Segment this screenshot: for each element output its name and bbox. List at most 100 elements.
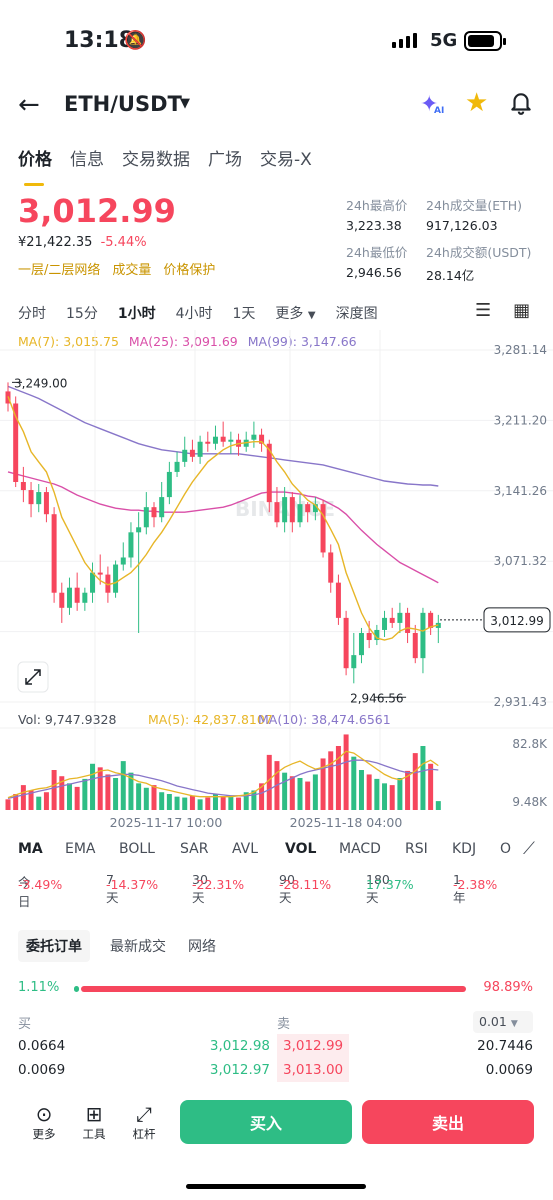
tab-order-book[interactable]: 委托订单	[18, 930, 90, 962]
tab-info[interactable]: 信息	[70, 150, 104, 170]
volume-bar	[343, 734, 349, 810]
interval-timeline[interactable]: 分时	[18, 306, 46, 322]
price-change: -5.44%	[100, 235, 147, 250]
candle	[90, 572, 96, 593]
candle	[251, 434, 257, 440]
candle	[66, 587, 72, 608]
ind-boll[interactable]: BOLL	[119, 841, 155, 857]
buy-qty: 0.0069	[18, 1062, 66, 1078]
candle	[205, 441, 211, 444]
precision-select[interactable]: 0.01 ▼	[473, 1011, 533, 1033]
candle	[189, 449, 195, 457]
tab-square[interactable]: 广场	[208, 150, 242, 170]
ind-sar[interactable]: SAR	[180, 841, 209, 857]
caret-down-icon: ▼	[307, 310, 316, 321]
back-arrow-icon[interactable]: ←	[18, 90, 40, 120]
interval-1d[interactable]: 1天	[232, 306, 256, 322]
tag-volume[interactable]: 成交量	[112, 263, 152, 278]
volume-bar	[5, 799, 11, 810]
sell-qty: 20.7446	[477, 1038, 533, 1054]
candle	[59, 592, 65, 608]
candle	[143, 507, 149, 528]
order-book-row[interactable]: 0.0069 3,012.97 3,013.00 0.0069	[0, 1058, 553, 1082]
tab-network[interactable]: 网络	[188, 939, 216, 955]
interval-depth[interactable]: 深度图	[335, 306, 378, 322]
volume-bar	[13, 794, 19, 810]
ind-avl[interactable]: AVL	[232, 841, 259, 857]
volume-bar	[389, 785, 395, 810]
candle	[266, 443, 272, 503]
volume-bar	[212, 794, 218, 810]
candle	[36, 492, 42, 505]
ind-ma[interactable]: MA	[18, 841, 43, 857]
bell-icon[interactable]	[508, 90, 534, 116]
stat-low: 24h最低价 2,946.56	[346, 245, 408, 280]
ind-macd[interactable]: MACD	[339, 841, 381, 857]
caret-down-icon: ▼	[510, 1019, 518, 1029]
tools-button[interactable]: ⊞ 工具	[74, 1102, 114, 1142]
bell-off-icon: 🔕	[124, 30, 147, 51]
ind-ema[interactable]: EMA	[65, 841, 96, 857]
candle	[382, 617, 388, 630]
ai-sparkle-icon[interactable]: ✦ AI	[420, 92, 445, 117]
volume-bar	[82, 778, 88, 810]
volume-bar	[351, 756, 357, 810]
interval-4h[interactable]: 4小时	[175, 306, 213, 322]
tag-layer-network[interactable]: 一层/二层网络	[18, 263, 101, 278]
candle	[20, 481, 26, 491]
candle	[113, 564, 119, 593]
star-icon[interactable]: ★	[465, 88, 489, 118]
tab-trading-data[interactable]: 交易数据	[122, 150, 190, 170]
buy-ratio: 1.11%	[18, 980, 60, 995]
chart-settings-icon[interactable]: ☰	[475, 300, 492, 321]
candle	[405, 612, 411, 633]
interval-more[interactable]: 更多 ▼	[275, 306, 316, 322]
candle	[428, 612, 434, 628]
pair-title[interactable]: ETH/USDT	[64, 92, 182, 116]
tab-recent-trades[interactable]: 最新成交	[110, 939, 166, 955]
volume-bar	[97, 767, 103, 810]
ma25-label: MA(25): 3,091.69	[128, 334, 238, 349]
volume-bar	[151, 785, 157, 810]
vol-tick-label: 82.8K	[512, 737, 548, 751]
more-button[interactable]: ⊙ 更多	[24, 1102, 64, 1142]
tag-price-protection[interactable]: 价格保护	[163, 263, 216, 278]
caret-down-icon[interactable]: ▼	[180, 96, 190, 111]
top-tabs: 价格 信息 交易数据 广场 交易-X	[18, 145, 312, 186]
candle	[358, 632, 364, 656]
vol-ma10-line	[7, 759, 439, 800]
sell-button[interactable]: 卖出	[362, 1100, 534, 1144]
buy-button[interactable]: 买入	[180, 1100, 352, 1144]
candle	[305, 504, 311, 513]
status-time: 13:18	[64, 28, 135, 53]
y-tick-label: 3,281.14	[494, 343, 547, 357]
candle	[328, 552, 334, 583]
ind-kdj[interactable]: KDJ	[452, 841, 477, 857]
vol-ma5-line	[7, 750, 439, 799]
ratio-bar-sell	[80, 986, 466, 992]
tag-links: 一层/二层网络 成交量 价格保护	[18, 259, 215, 278]
ind-vol[interactable]: VOL	[285, 841, 317, 857]
tab-price[interactable]: 价格	[18, 145, 52, 186]
grid-layout-icon[interactable]: ▦	[513, 300, 531, 321]
volume-bar	[405, 770, 411, 810]
interval-15m[interactable]: 15分	[66, 306, 98, 322]
header: ← ETH/USDT ▼ ✦ AI ★	[0, 86, 553, 126]
ind-more[interactable]: O	[500, 841, 512, 857]
volume-bar	[128, 772, 134, 810]
tab-trade-x[interactable]: 交易-X	[260, 150, 312, 170]
ind-rsi[interactable]: RSI	[405, 841, 428, 857]
current-price-tag	[483, 607, 551, 633]
volume-bar	[166, 794, 172, 810]
order-book-row[interactable]: 0.0664 3,012.98 3,012.99 20.7446	[0, 1034, 553, 1058]
leverage-button[interactable]: ⤢ 杠杆	[124, 1102, 164, 1142]
performance-row: 今日 -3.49% 7 天 -14.37% 30 天 -22.31% 90 天 -28.…	[18, 872, 498, 909]
candle	[166, 471, 172, 498]
ma99-line	[7, 385, 439, 487]
interval-1h[interactable]: 1小时	[117, 306, 156, 322]
candlestick-chart[interactable]: BINANCE3,281.143,211.203,141.263,071.322…	[0, 330, 553, 830]
indicator-chart-icon[interactable]: ⟋	[523, 839, 535, 859]
y-tick-label: 2,931.43	[494, 695, 547, 709]
volume-bar	[28, 790, 34, 810]
volume-bar	[358, 770, 364, 810]
